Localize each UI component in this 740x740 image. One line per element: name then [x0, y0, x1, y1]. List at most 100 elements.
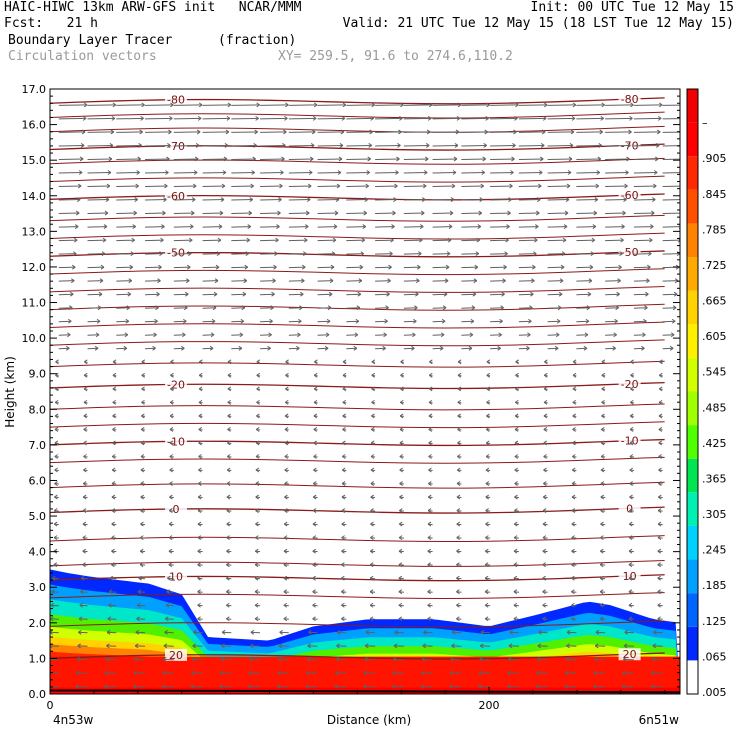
vector-arrow-head	[629, 440, 634, 446]
vector-arrow	[461, 226, 481, 228]
vector-arrow	[490, 334, 502, 336]
vector-arrow	[432, 320, 446, 323]
vector-arrow-head	[341, 508, 346, 513]
vector-arrow-head	[341, 494, 346, 500]
vector-arrow	[403, 280, 420, 282]
vector-arrow-head	[427, 508, 432, 513]
vector-arrow-head	[657, 521, 662, 527]
vector-arrow-head	[244, 264, 249, 270]
cross-section-coords: XY= 259.5, 91.6 to 274.6,110.2	[278, 49, 513, 64]
vector-arrow-head	[499, 318, 503, 324]
vector-arrow-head	[560, 264, 565, 270]
vector-arrow-head	[624, 629, 628, 635]
vector-arrow-head	[508, 197, 512, 202]
vector-arrow-head	[672, 305, 677, 311]
vector-arrow-head	[70, 278, 75, 284]
vector-arrow	[403, 185, 427, 188]
vector-arrow-head	[371, 413, 375, 419]
vector-arrow	[490, 253, 508, 255]
vector-arrow-head	[247, 683, 252, 689]
vector-arrow	[135, 645, 146, 647]
vector-arrow-head	[139, 129, 143, 135]
vector-arrow-head	[514, 454, 519, 459]
vector-arrow-head	[169, 427, 174, 432]
vector-arrow	[509, 631, 519, 634]
vector-arrow-head	[453, 156, 458, 162]
vector-arrow	[173, 253, 192, 255]
vector-arrow-head	[54, 399, 59, 405]
vector-arrow-head	[371, 386, 375, 392]
temperature-contour-labeled	[50, 193, 665, 201]
vector-arrow-head	[298, 318, 302, 324]
vector-arrow-head	[394, 629, 398, 635]
vector-arrow	[605, 144, 631, 147]
vector-arrow-head	[651, 656, 656, 662]
vector-arrow-head	[332, 237, 337, 243]
vector-arrow-head	[99, 278, 104, 284]
vector-arrow-head	[304, 224, 309, 229]
vector-arrow	[145, 117, 173, 120]
vector-arrow-head	[134, 197, 138, 202]
vector-arrow	[145, 266, 162, 269]
vector-arrow-head	[571, 115, 576, 121]
vector-arrow	[403, 104, 433, 106]
vector-arrow	[432, 131, 459, 133]
vector-arrow-head	[623, 656, 627, 662]
vector-arrow-head	[399, 413, 404, 419]
vector-arrow-head	[112, 102, 117, 108]
vector-arrow-head	[82, 548, 86, 554]
colorbar-swatch	[687, 391, 698, 426]
vector-arrow	[518, 226, 539, 228]
vector-arrow-head	[588, 278, 593, 284]
vector-arrow	[87, 158, 112, 160]
vector-arrow-head	[621, 224, 625, 229]
vector-arrow	[576, 334, 588, 336]
vector-arrow-head	[571, 481, 576, 486]
colorbar-swatch	[687, 257, 698, 291]
vector-arrow-head	[423, 629, 427, 635]
vector-arrow	[167, 577, 174, 580]
vector-arrow-head	[141, 102, 145, 108]
vector-arrow	[461, 320, 474, 323]
colorbar-label: .245	[702, 544, 727, 557]
vector-arrow-head	[255, 535, 259, 541]
vector-arrow-head	[141, 372, 145, 378]
vector-arrow	[116, 334, 128, 336]
vector-arrow-head	[514, 481, 518, 486]
vector-arrow	[260, 253, 278, 255]
vector-arrow	[633, 334, 646, 336]
vector-arrow-head	[427, 115, 432, 121]
vector-arrow-head	[564, 683, 568, 689]
terrain-line	[50, 689, 680, 694]
vector-arrow-head	[112, 440, 116, 446]
vector-arrow	[490, 158, 515, 160]
vector-arrow	[547, 131, 574, 133]
vector-arrow-head	[570, 129, 575, 135]
vector-arrow-head	[335, 197, 340, 202]
vector-arrow-head	[612, 345, 616, 351]
vector-arrow-head	[456, 521, 461, 527]
vector-arrow	[202, 185, 225, 188]
circulation-vectors	[50, 102, 680, 689]
vector-arrow-head	[457, 359, 462, 365]
vector-arrow-head	[334, 683, 338, 689]
vector-arrow	[346, 334, 358, 336]
vector-arrow	[202, 199, 224, 201]
vector-arrow-head	[542, 494, 547, 500]
vector-arrow-head	[268, 332, 272, 338]
vector-arrow-head	[630, 359, 634, 365]
vector-arrow-head	[601, 399, 605, 405]
vector-arrow	[375, 212, 396, 215]
vector-arrow-head	[514, 494, 518, 500]
y-tick-label: 14.0	[22, 190, 47, 203]
vector-arrow-head	[254, 548, 259, 554]
vector-arrow-head	[394, 183, 398, 189]
vector-arrow	[260, 334, 272, 336]
vector-arrow-head	[542, 535, 547, 541]
vector-arrow-head	[162, 656, 167, 662]
vector-arrow-head	[643, 318, 647, 324]
vector-arrow	[633, 239, 653, 242]
temperature-contour	[50, 214, 665, 222]
vector-arrow-head	[534, 237, 538, 243]
vector-arrow-head	[399, 508, 403, 513]
